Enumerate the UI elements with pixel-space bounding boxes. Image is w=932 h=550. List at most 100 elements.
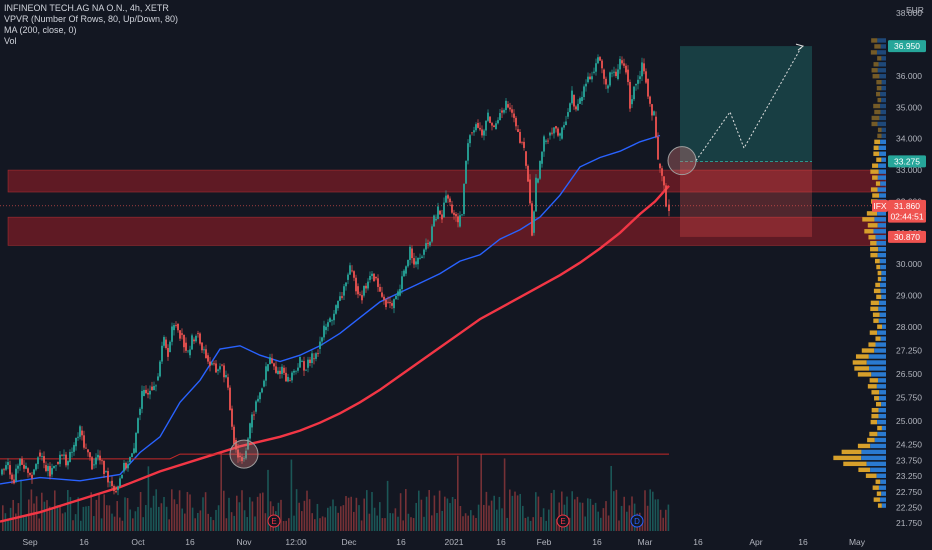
candle-body [433, 215, 435, 227]
price-badge-label: 02:44:51 [890, 212, 923, 222]
volume-bar [652, 491, 654, 531]
long-position-tool[interactable] [680, 46, 812, 237]
vpvr-up-row [881, 127, 886, 133]
symbol-title[interactable]: INFINEON TECH.AG NA O.N., 4h, XETR [4, 3, 169, 13]
volume-bar [462, 516, 464, 531]
candle-body [417, 257, 419, 265]
earnings-marker[interactable]: E [556, 514, 570, 528]
candle-body [583, 86, 585, 97]
vpvr-down-row [875, 336, 881, 341]
candle-body [551, 132, 553, 134]
volume-bar [132, 518, 134, 531]
volume-bar [415, 502, 417, 531]
volume-bar [4, 513, 7, 531]
candle-body [267, 364, 269, 371]
vpvr-down-row [873, 103, 881, 109]
vpvr-up-row [878, 485, 886, 490]
candle-body [463, 183, 465, 215]
volume-bar [355, 497, 358, 531]
volume-bar [2, 505, 4, 531]
candle-body [519, 131, 521, 143]
candle-body [201, 342, 203, 351]
candle-body [95, 457, 97, 465]
candle-body [19, 458, 21, 466]
volume-bar [158, 506, 160, 531]
vpvr-down-row [870, 241, 877, 246]
volume-bar [626, 511, 628, 531]
candle-body [255, 401, 257, 412]
candle-body [381, 292, 383, 297]
candle-body [351, 270, 353, 272]
vpvr-up-row [877, 121, 886, 127]
volume-bar [631, 496, 633, 531]
volume-bar [405, 489, 407, 531]
volume-bar [22, 517, 25, 531]
candle-body [35, 464, 37, 470]
earnings-marker[interactable]: E [267, 514, 281, 528]
volume-bar [46, 500, 48, 531]
candle-body [291, 372, 293, 381]
vpvr-down-row [874, 258, 880, 264]
candle-body [483, 130, 485, 136]
candle-body [657, 136, 659, 160]
candle-body [327, 322, 329, 327]
candle-body [399, 289, 401, 296]
y-tick-label: 33.000 [896, 165, 922, 175]
candle-body [153, 386, 155, 391]
vpvr-up-row [876, 241, 886, 246]
vpvr-up-row [881, 503, 886, 508]
volume-bar [340, 506, 342, 531]
vpvr-up-row [879, 497, 886, 502]
volume-bar [584, 516, 586, 531]
volume-bar [506, 517, 508, 531]
candle-body [443, 202, 445, 218]
volume-bar [454, 499, 456, 531]
candle-body [471, 132, 473, 134]
price-badge [888, 210, 926, 223]
candle-body [273, 363, 275, 367]
candle-body [269, 357, 271, 365]
event-marker-label: E [560, 517, 565, 526]
candle-body [419, 257, 421, 259]
volume-indicator-label[interactable]: Vol [4, 36, 17, 46]
candle-body [285, 372, 287, 382]
vpvr-indicator-label[interactable]: VPVR (Number Of Rows, 80, Up/Down, 80) [4, 14, 179, 24]
volume-bar [142, 517, 144, 531]
candle-body [421, 256, 423, 258]
vpvr-down-row [875, 282, 881, 288]
vpvr-up-row [882, 324, 886, 329]
candle-body [585, 83, 587, 87]
candle-body [251, 414, 253, 428]
volume-bar [106, 505, 108, 531]
volume-bar [204, 492, 207, 531]
y-tick-label: 23.250 [896, 471, 922, 481]
vpvr-up-row [878, 163, 886, 168]
volume-bar [72, 520, 74, 531]
candle-body [155, 385, 157, 387]
vpvr-down-row [852, 360, 867, 365]
candle-body [489, 116, 491, 123]
y-tick-label: 23.750 [896, 455, 922, 465]
volume-bar [238, 502, 241, 531]
vpvr-down-row [871, 413, 879, 419]
candle-body [595, 63, 597, 72]
volume-bar [69, 497, 72, 531]
vpvr-down-row [870, 300, 879, 306]
volume-bar [522, 505, 524, 531]
candle-body [461, 214, 463, 216]
volume-bar [597, 511, 599, 531]
dividend-marker[interactable]: D [630, 514, 644, 528]
candle-body [11, 474, 13, 480]
event-marker-label: D [634, 517, 640, 526]
volume-bar [67, 490, 69, 531]
ma-indicator-label[interactable]: MA (200, close, 0) [4, 25, 77, 35]
candle-body [213, 363, 215, 365]
volume-bar [607, 515, 610, 531]
candle-body [581, 96, 583, 102]
candle-body [401, 276, 403, 290]
volume-bar [7, 518, 9, 531]
volume-bar [327, 507, 329, 531]
candle-body [83, 435, 85, 448]
